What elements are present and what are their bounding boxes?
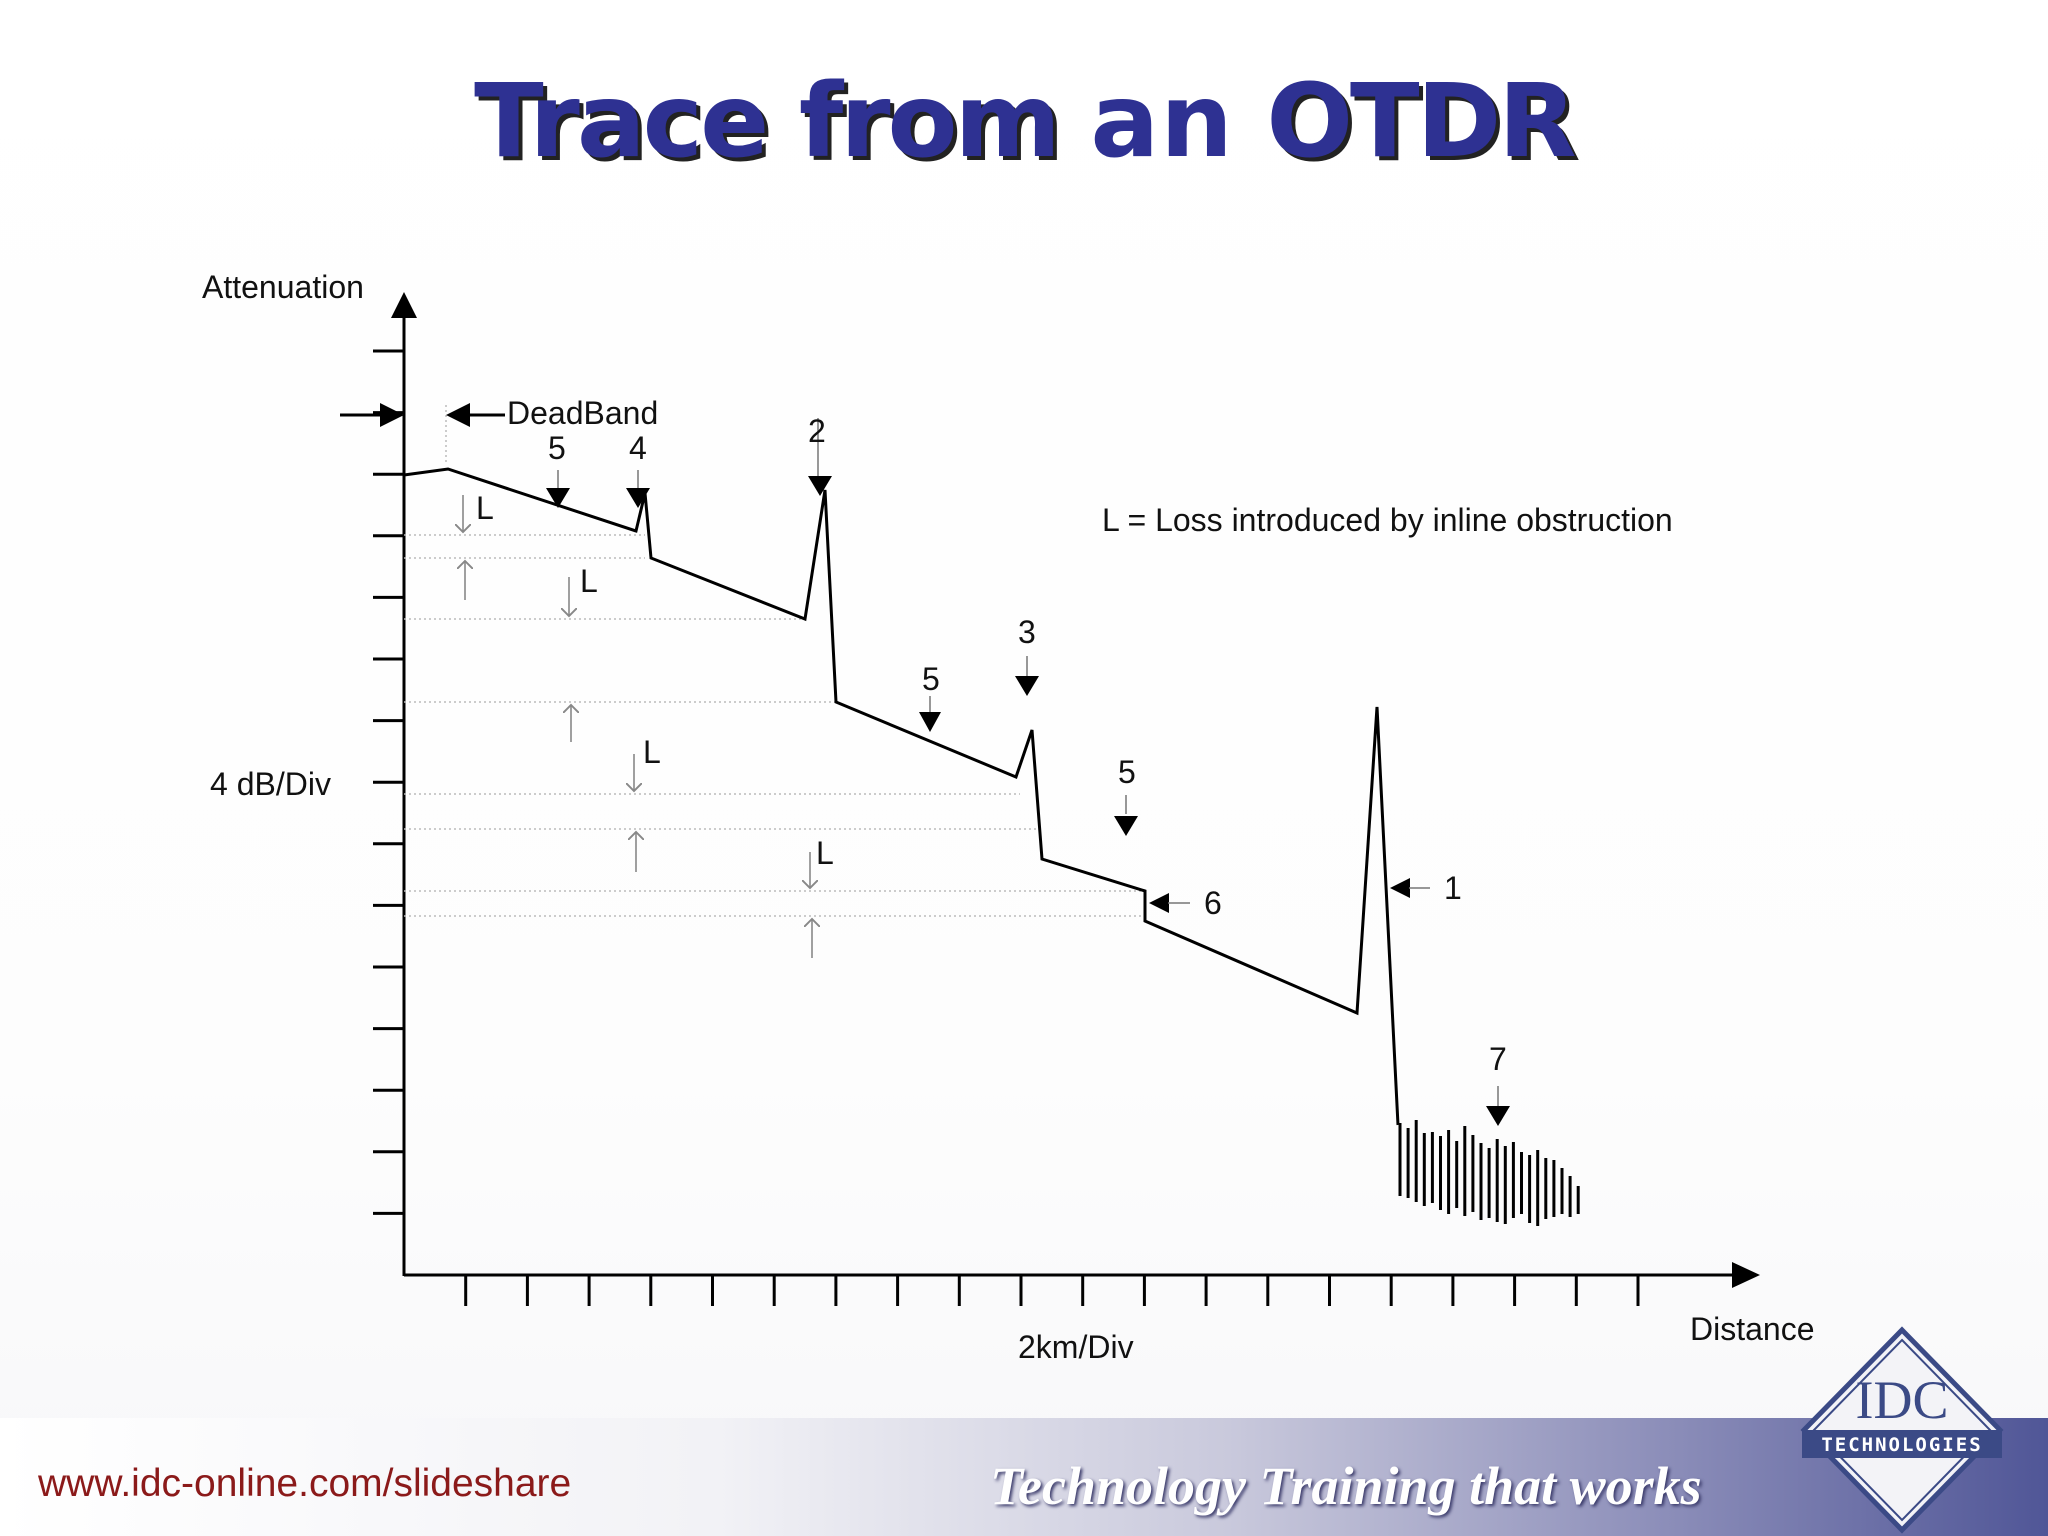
footer-band [0,1418,2048,1536]
marker-5b-label: 5 [922,661,940,697]
reference-lines [404,405,1145,917]
marker-4-label: 4 [629,430,647,466]
marker-2-arrow [808,476,832,496]
y-axis-label: Attenuation [202,269,364,305]
y-axis-ticks [373,349,404,1215]
legend-note: L = Loss introduced by inline obstructio… [1102,502,1673,538]
marker-5c-arrow [1114,816,1138,836]
title-part-3: OTDR [1266,62,1576,181]
loss-label-4: L [816,835,834,871]
marker-5b-arrow [919,712,941,732]
x-axis-label: Distance [1690,1311,1815,1347]
otdr-trace-diagram: DeadBand Attenuation Distance 4 dB/Div 2… [202,269,1815,1365]
marker-5a-arrow [546,488,570,508]
marker-2-label: 2 [808,413,826,449]
deadband-right-arrowhead [446,403,470,427]
marker-5c-label: 5 [1118,754,1136,790]
marker-7-arrow [1486,1106,1510,1126]
y-axis-arrowhead [391,292,417,318]
noise-floor-spikes [1398,1120,1580,1226]
marker-7-label: 7 [1489,1041,1507,1077]
deadband-label: DeadBand [507,395,658,431]
marker-5a-label: 5 [548,430,566,466]
footer-url-link[interactable]: www.idc-online.com/slideshare [38,1462,572,1505]
marker-3-label: 3 [1018,614,1036,650]
x-scale-label: 2km/Div [1018,1329,1134,1365]
marker-3-arrow [1015,676,1039,696]
slide-title: Trace from an OTDR [0,62,2048,181]
loss-indicator-arrows [463,495,812,958]
loss-label-3: L [643,734,661,770]
x-axis-ticks [464,1275,1640,1306]
logo-text-top: IDC [1856,1370,1949,1430]
loss-label-2: L [580,563,598,599]
marker-1-label: 1 [1444,870,1462,906]
logo-text-bottom: TECHNOLOGIES [1821,1434,1982,1456]
x-axis-arrowhead [1732,1262,1760,1288]
marker-4-arrow [626,488,650,508]
otdr-trace-line [403,467,1400,1126]
marker-6-arrow [1149,893,1169,913]
deadband-left-arrowhead [380,403,404,427]
marker-1-arrow [1390,878,1410,898]
y-scale-label: 4 dB/Div [210,766,331,802]
title-part-1: Trace from [474,62,1061,181]
footer-tagline: Technology Training that works [990,1456,1702,1516]
idc-logo: IDC TECHNOLOGIES [1800,1326,2004,1534]
loss-label-1: L [476,490,494,526]
marker-6-label: 6 [1204,885,1222,921]
marker-stems [557,418,1499,1106]
title-part-2: an [1090,62,1234,181]
